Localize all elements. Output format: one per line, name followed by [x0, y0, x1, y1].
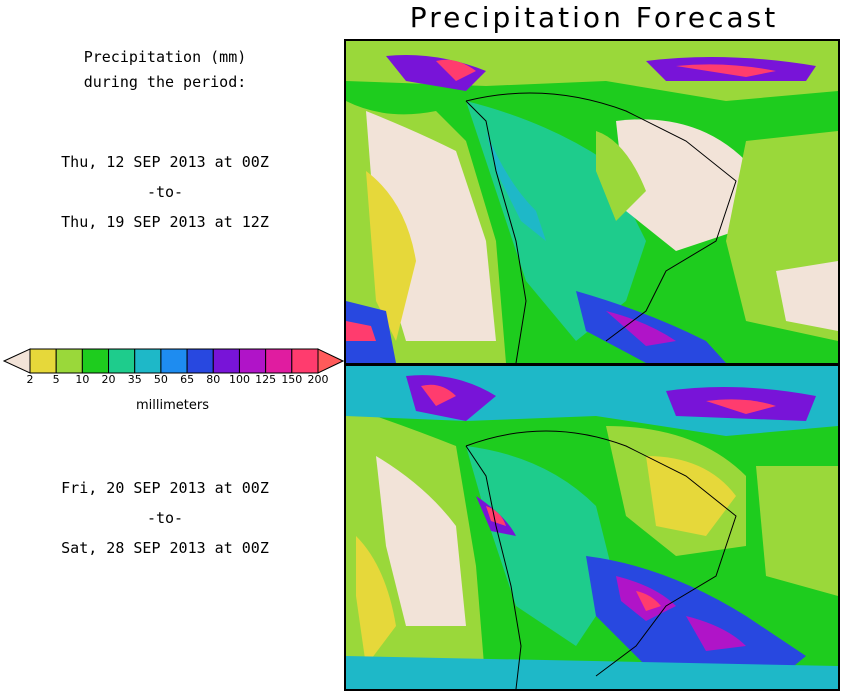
colorbar-tick-label: 50 — [154, 373, 168, 385]
colorbar-tick-label: 65 — [180, 373, 194, 385]
colorbar-tick-label: 100 — [229, 373, 250, 385]
colorbar-cell — [81, 348, 110, 374]
colorbar-tick-label: 2 — [27, 373, 34, 385]
page-title: Precipitation Forecast — [409, 1, 779, 34]
colorbar-tick-label: 10 — [75, 373, 89, 385]
colorbar-tick-label: 125 — [255, 373, 276, 385]
period1-end: Thu, 19 SEP 2013 at 12Z — [61, 213, 269, 231]
colorbar-tick-label: 35 — [128, 373, 142, 385]
colorbar-cell — [212, 348, 240, 374]
colorbar-tick-label: 150 — [281, 373, 302, 385]
colorbar-cell — [108, 348, 136, 374]
colorbar: 2 5 10 20 35 50 65 80 100 125 150 200 — [2, 348, 344, 385]
period2-start: Fri, 20 SEP 2013 at 00Z — [61, 479, 269, 497]
colorbar-cell — [29, 348, 57, 374]
colorbar-high-arrow — [317, 348, 344, 374]
colorbar-cell — [55, 348, 83, 374]
legend-heading-line1: Precipitation (mm) — [83, 48, 247, 66]
colorbar-tick-label: 80 — [206, 373, 220, 385]
colorbar-unit-label: millimeters — [136, 398, 209, 413]
colorbar-cell — [291, 348, 319, 374]
colorbar-low-arrow — [2, 348, 31, 374]
colorbar-cell — [186, 348, 214, 374]
colorbar-cell — [134, 348, 162, 374]
colorbar-tick-label: 20 — [102, 373, 116, 385]
period1-separator: -to- — [146, 183, 184, 201]
colorbar-tick-label: 200 — [308, 373, 329, 385]
precip-map-period2 — [344, 364, 840, 691]
colorbar-tick-label: 5 — [53, 373, 60, 385]
colorbar-cell — [160, 348, 188, 374]
colorbar-cell — [265, 348, 293, 374]
legend-heading-line2: during the period: — [83, 73, 247, 91]
period2-end: Sat, 28 SEP 2013 at 00Z — [61, 539, 269, 557]
period1-start: Thu, 12 SEP 2013 at 00Z — [61, 153, 269, 171]
precip-map-period1 — [344, 39, 840, 365]
colorbar-cell — [238, 348, 267, 374]
period2-separator: -to- — [146, 509, 184, 527]
